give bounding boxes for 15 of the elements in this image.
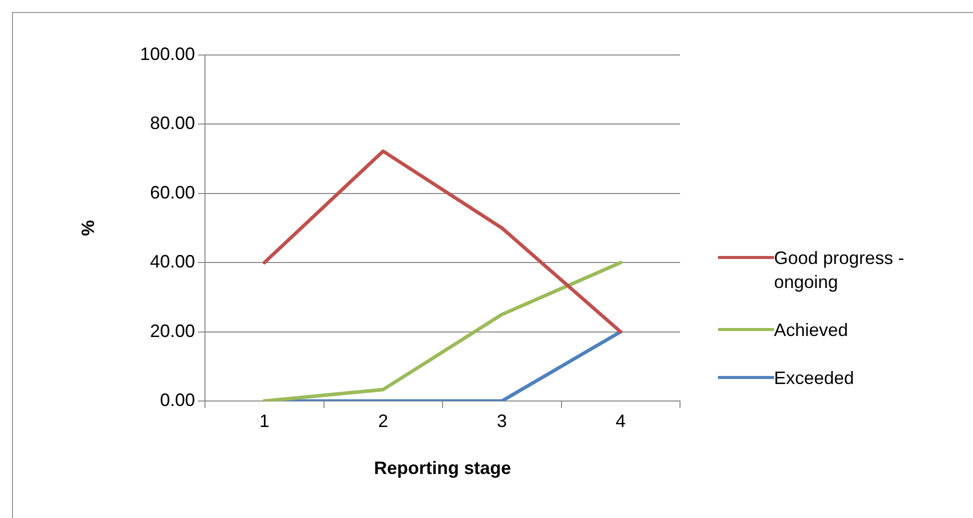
- x-tick-label: 2: [378, 410, 388, 431]
- y-axis-title: %: [78, 220, 98, 236]
- y-tick-label: 80.00: [150, 113, 195, 134]
- x-tick-label: 4: [616, 410, 626, 431]
- y-tick-label: 60.00: [150, 182, 195, 202]
- y-tick-label: 40.00: [150, 252, 195, 272]
- legend-label: Good progress - ongoing: [774, 247, 906, 294]
- y-tick-label: 20.00: [150, 320, 195, 341]
- y-tick-label: 0.00: [160, 390, 195, 410]
- x-tick-label: 3: [496, 410, 507, 431]
- y-tick-label: 100.00: [140, 44, 195, 64]
- legend-label: Exceeded: [774, 367, 856, 390]
- legend-label: Achieved: [774, 319, 850, 342]
- x-axis-title: Reporting stage: [374, 458, 512, 478]
- x-tick-label: 1: [259, 410, 270, 431]
